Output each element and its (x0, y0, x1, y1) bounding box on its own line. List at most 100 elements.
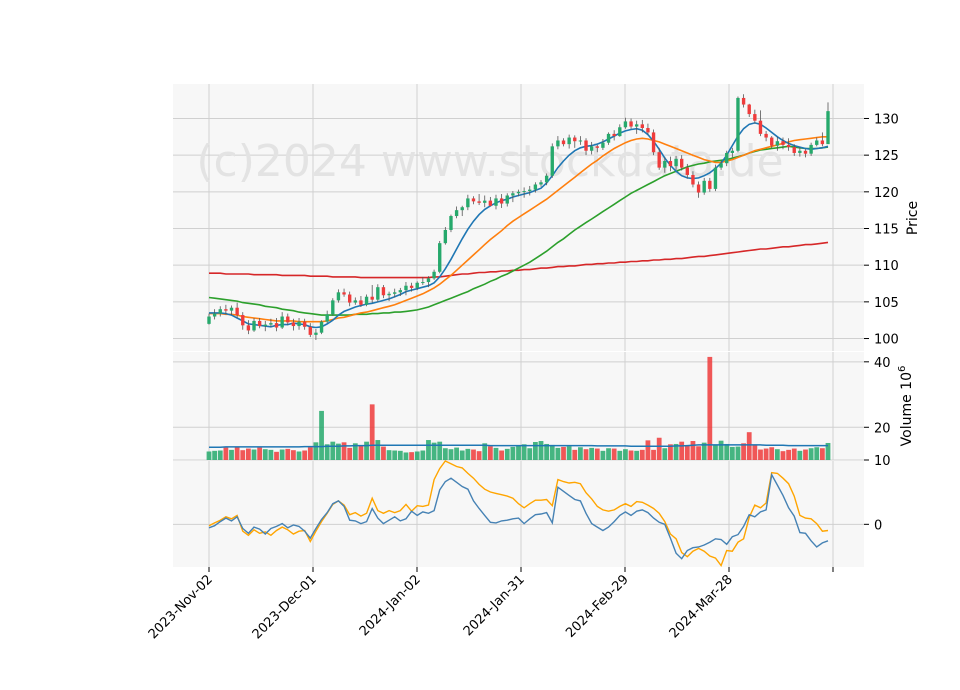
candle (212, 309, 217, 320)
candle (286, 313, 290, 326)
volume-tick-label: 40 (874, 356, 891, 371)
candle (815, 137, 819, 147)
candle-body (770, 137, 774, 146)
oscillator-panel-bg (173, 461, 864, 567)
candle (533, 182, 538, 193)
price-grid (173, 84, 864, 351)
candle-body (460, 207, 464, 211)
candle (454, 206, 459, 219)
candle-body (443, 229, 448, 244)
candle (263, 320, 267, 332)
volume-bar (420, 450, 426, 460)
volume-bar (623, 449, 628, 460)
candle-body (319, 321, 324, 333)
candle (241, 312, 245, 330)
volume-bar (229, 449, 234, 460)
volume-bar (285, 448, 291, 460)
candle (685, 163, 690, 179)
x-tick-label: 2023-Nov-02 (146, 572, 216, 642)
candle-body (539, 182, 543, 185)
volume-bar (600, 450, 606, 460)
volume-bar (713, 444, 718, 460)
candle-body (488, 200, 493, 206)
price-tick-label: 115 (874, 223, 899, 238)
candle (623, 117, 628, 129)
candle-body (297, 321, 301, 327)
candle (364, 294, 369, 307)
volume-bar (819, 448, 825, 460)
volume-y-axis: 10 20 40 (864, 356, 891, 469)
volume-bar (668, 444, 673, 460)
volume-bar (690, 441, 696, 460)
volume-bar (414, 451, 420, 460)
candle-body (511, 193, 515, 196)
candle (606, 132, 611, 145)
volume-bar (729, 446, 735, 460)
volume-bar (302, 450, 308, 460)
candle-body (438, 243, 442, 272)
candle (736, 96, 740, 153)
candle (460, 205, 464, 217)
volume-bar (330, 441, 336, 460)
candle-body (651, 132, 656, 153)
candle-body (353, 300, 357, 303)
volume-bar (442, 448, 448, 460)
candle-body (696, 184, 701, 193)
volume-bar (431, 442, 437, 460)
candle-body (499, 198, 504, 204)
candle-body (522, 191, 526, 193)
candle-body (663, 161, 667, 168)
candle (528, 185, 532, 196)
volume-bar (476, 451, 482, 460)
volume-bar (426, 440, 431, 460)
volume-bar (223, 447, 229, 460)
candle-body (764, 133, 768, 138)
candle-body (623, 121, 628, 128)
candle (651, 129, 656, 156)
volume-bar (352, 443, 358, 460)
volume-average-line (209, 444, 828, 448)
candle-body (550, 146, 554, 176)
price-panel: (c)2024 www.stockdata.de 100 105 110 115 120… (173, 84, 921, 351)
candle-body (674, 158, 678, 167)
candle-body (629, 121, 633, 127)
volume-bar (752, 444, 758, 460)
volume-bars (206, 356, 831, 460)
candle (567, 134, 571, 149)
volume-bar (718, 440, 724, 460)
candle (556, 136, 560, 150)
candle (387, 291, 391, 302)
ma-slow-line (208, 145, 829, 316)
candle-body (741, 97, 746, 105)
candle-body (809, 144, 813, 154)
x-tick-label: 2024-Feb-29 (563, 572, 632, 641)
candle (516, 189, 521, 197)
candle-body (347, 294, 352, 303)
candle-body (640, 124, 644, 129)
volume-bar (578, 447, 583, 460)
candle-body (432, 271, 436, 279)
candle-body (533, 184, 538, 190)
candle (764, 130, 768, 142)
volume-bar (369, 404, 375, 460)
candle (539, 180, 543, 187)
price-tick-label: 125 (874, 149, 899, 164)
candle-body (736, 97, 740, 151)
volume-bar (386, 450, 392, 460)
candle (702, 177, 706, 195)
candle-body (218, 309, 222, 314)
volume-bar (510, 446, 516, 460)
x-tick-label: 2024-Jan-31 (461, 572, 528, 639)
volume-average (209, 444, 828, 448)
candle-body (606, 133, 611, 143)
candle (376, 284, 380, 302)
candle (505, 193, 509, 207)
candle-body (257, 320, 262, 327)
candle (302, 318, 307, 330)
candle-body (556, 140, 560, 147)
candle-body (449, 216, 453, 230)
candle (634, 120, 639, 134)
candle (820, 132, 825, 147)
candle-body (398, 290, 403, 293)
